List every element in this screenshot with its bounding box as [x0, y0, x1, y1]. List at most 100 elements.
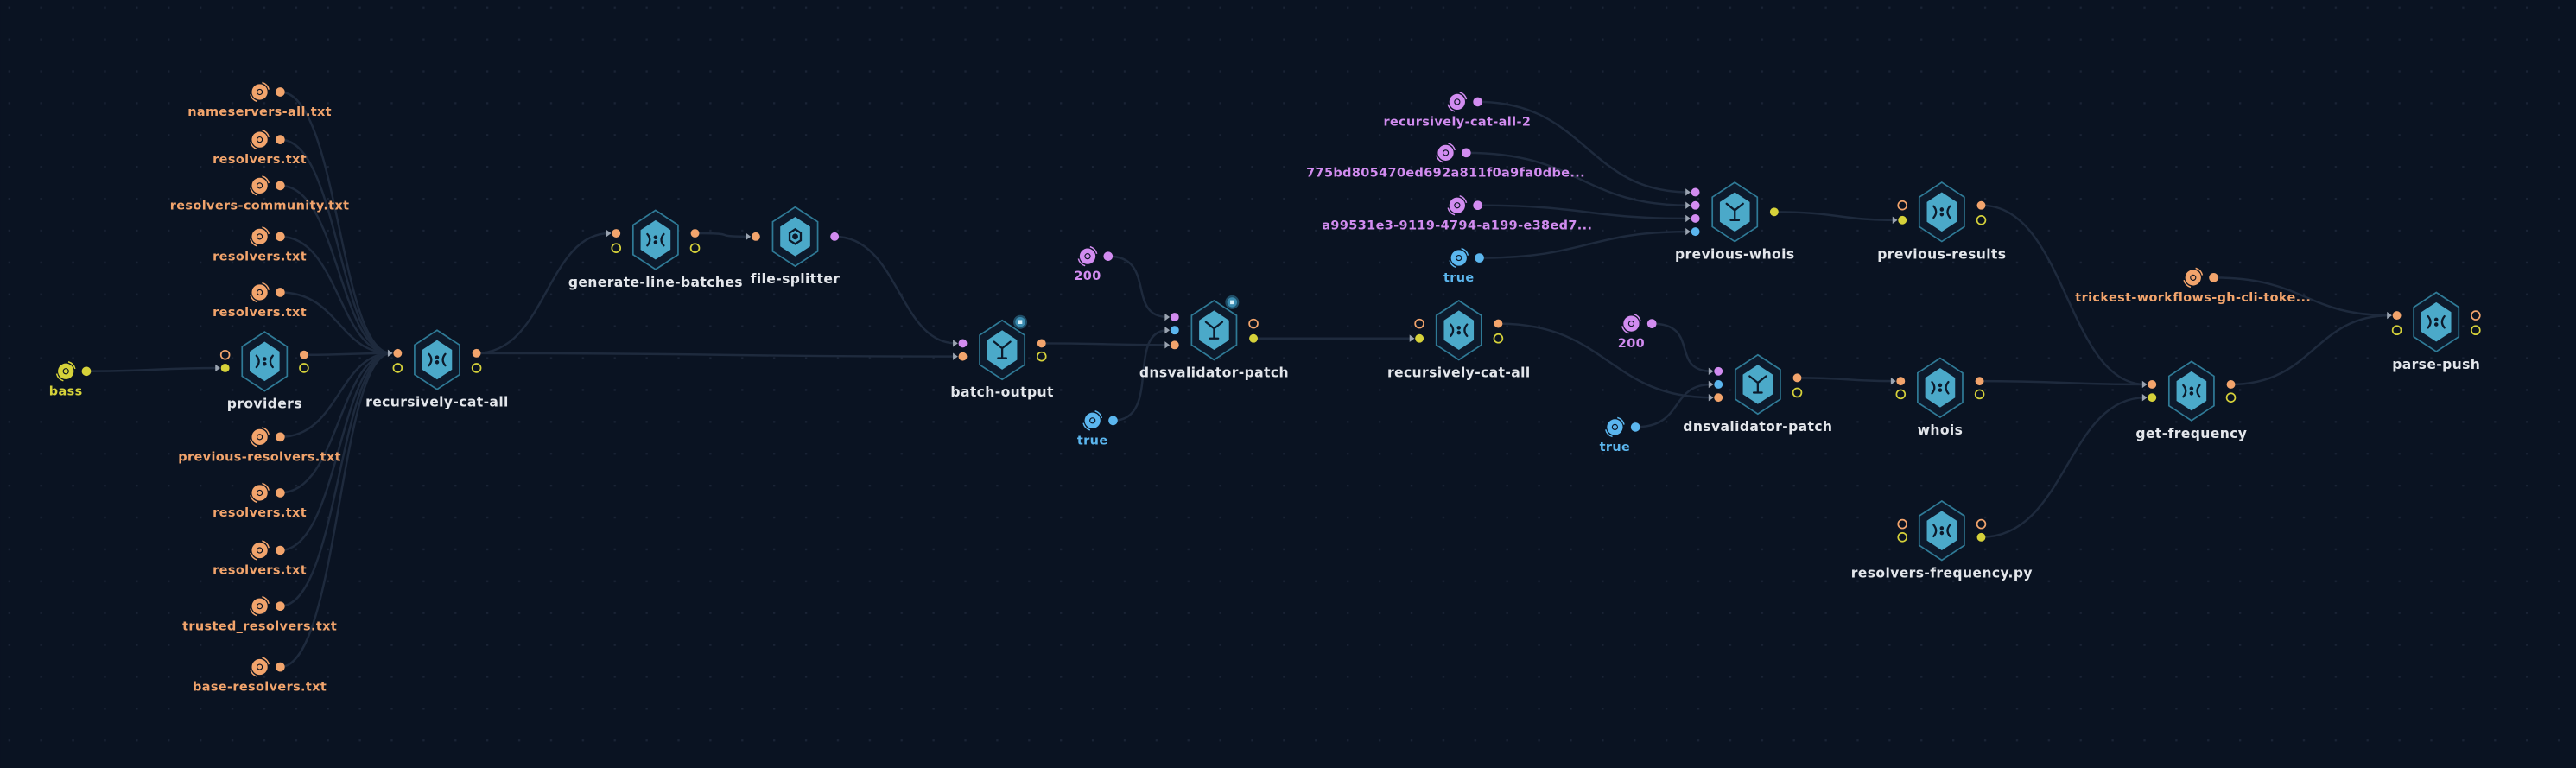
- output-port[interactable]: [1974, 389, 1985, 400]
- node-whois[interactable]: whois: [1890, 357, 1985, 438]
- input-node-previous-resolvers[interactable]: previous-resolvers.txt: [178, 427, 341, 465]
- output-port[interactable]: [1646, 319, 1657, 328]
- input-node-200-b[interactable]: 200: [1618, 313, 1657, 352]
- input-port[interactable]: [958, 339, 968, 348]
- input-port[interactable]: [1898, 215, 1907, 225]
- output-port[interactable]: [1792, 373, 1802, 383]
- node-recursively-cat-all[interactable]: recursively-cat-all: [365, 329, 509, 410]
- output-port[interactable]: [276, 288, 285, 297]
- input-port[interactable]: [1170, 313, 1179, 321]
- input-node-true-a[interactable]: true: [1077, 410, 1118, 448]
- output-port[interactable]: [2209, 273, 2218, 282]
- input-node-resolvers-4[interactable]: resolvers.txt: [213, 482, 307, 520]
- input-port[interactable]: [2391, 325, 2402, 336]
- output-port[interactable]: [2471, 325, 2481, 336]
- input-port[interactable]: [1170, 340, 1179, 350]
- output-port[interactable]: [1494, 319, 1503, 328]
- input-port[interactable]: [2148, 380, 2157, 389]
- node-providers[interactable]: providers: [215, 331, 309, 412]
- node-get-frequency[interactable]: get-frequency: [2135, 360, 2247, 441]
- node-dnsvalidator-patch-b[interactable]: dnsvalidator-patch: [1683, 353, 1832, 435]
- output-port[interactable]: [1475, 253, 1484, 263]
- output-port[interactable]: [276, 662, 285, 672]
- output-port[interactable]: [1769, 207, 1779, 217]
- input-port[interactable]: [958, 352, 968, 361]
- input-node-nameservers-all[interactable]: nameservers-all.txt: [187, 81, 332, 119]
- output-port[interactable]: [1975, 377, 1984, 386]
- output-port[interactable]: [1976, 532, 1986, 542]
- input-node-true-b[interactable]: true: [1443, 247, 1484, 286]
- node-file-splitter[interactable]: file-splitter: [746, 206, 840, 287]
- output-port[interactable]: [1103, 251, 1114, 261]
- node-generate-line-batches[interactable]: generate-line-batches: [568, 209, 743, 290]
- input-port[interactable]: [1691, 227, 1700, 237]
- input-port[interactable]: [1896, 377, 1906, 386]
- input-port[interactable]: [751, 232, 760, 241]
- output-port[interactable]: [1108, 416, 1118, 426]
- input-port[interactable]: [1714, 380, 1723, 389]
- output-port[interactable]: [471, 363, 482, 373]
- output-port[interactable]: [1473, 200, 1482, 211]
- input-port[interactable]: [1415, 333, 1424, 343]
- output-port[interactable]: [276, 181, 285, 191]
- input-node-trusted-resolvers[interactable]: trusted_resolvers.txt: [182, 595, 337, 634]
- input-node-true-c[interactable]: true: [1600, 416, 1640, 454]
- output-port[interactable]: [276, 545, 285, 555]
- output-port[interactable]: [1976, 200, 1986, 210]
- input-port[interactable]: [611, 243, 622, 253]
- output-port[interactable]: [276, 488, 285, 498]
- input-port[interactable]: [2392, 311, 2402, 321]
- input-port[interactable]: [1691, 200, 1700, 210]
- input-port[interactable]: [1714, 393, 1723, 403]
- node-batch-output[interactable]: batch-output: [950, 314, 1054, 401]
- output-port[interactable]: [2225, 392, 2237, 403]
- output-port[interactable]: [299, 350, 308, 359]
- input-port[interactable]: [1714, 366, 1723, 376]
- input-port[interactable]: [392, 363, 403, 373]
- output-port[interactable]: [276, 87, 285, 97]
- input-port[interactable]: [1691, 187, 1700, 197]
- input-port[interactable]: [1170, 326, 1179, 335]
- input-port[interactable]: [612, 229, 621, 238]
- input-port[interactable]: [1895, 389, 1907, 400]
- output-port[interactable]: [276, 601, 285, 612]
- node-dnsvalidator-patch[interactable]: dnsvalidator-patch: [1139, 295, 1289, 381]
- input-node-775bd[interactable]: 775bd805470ed692a811f0a9fa0dbe...: [1306, 143, 1585, 181]
- input-port[interactable]: [219, 349, 231, 360]
- output-port[interactable]: [1461, 148, 1471, 158]
- input-node-bass[interactable]: bass: [49, 361, 92, 399]
- output-port[interactable]: [2471, 310, 2481, 321]
- input-port[interactable]: [1897, 532, 1907, 543]
- output-port[interactable]: [81, 366, 92, 377]
- input-node-resolvers-5[interactable]: resolvers.txt: [213, 540, 307, 578]
- output-port[interactable]: [830, 232, 840, 241]
- node-previous-whois[interactable]: previous-whois: [1675, 181, 1795, 263]
- output-port[interactable]: [1248, 318, 1259, 329]
- input-node-a99531e3[interactable]: a99531e3-9119-4794-a199-e38ed7...: [1322, 194, 1592, 233]
- input-node-200-a[interactable]: 200: [1074, 245, 1114, 284]
- node-resolvers-frequency[interactable]: resolvers-frequency.py: [1851, 499, 2033, 581]
- output-port[interactable]: [276, 232, 285, 242]
- input-port[interactable]: [1414, 318, 1424, 329]
- output-port[interactable]: [2226, 380, 2236, 389]
- output-port[interactable]: [276, 432, 285, 442]
- output-port[interactable]: [1792, 387, 1803, 398]
- output-port[interactable]: [1976, 518, 1987, 530]
- output-port[interactable]: [690, 229, 700, 238]
- input-port[interactable]: [1897, 518, 1907, 530]
- input-node-trickest-token[interactable]: trickest-workflows-gh-cli-toke...: [2075, 267, 2311, 305]
- input-node-base-resolvers[interactable]: base-resolvers.txt: [193, 657, 327, 695]
- output-port[interactable]: [1976, 215, 1987, 225]
- input-port[interactable]: [1691, 213, 1700, 223]
- output-port[interactable]: [689, 243, 701, 253]
- input-node-resolvers-2[interactable]: resolvers.txt: [213, 226, 307, 264]
- input-port[interactable]: [220, 364, 230, 372]
- input-port[interactable]: [2148, 393, 2157, 403]
- input-port[interactable]: [1897, 200, 1907, 211]
- input-port[interactable]: [393, 348, 403, 358]
- output-port[interactable]: [1036, 351, 1047, 362]
- node-recursively-cat-all-b[interactable]: recursively-cat-all: [1387, 299, 1531, 380]
- output-port[interactable]: [1630, 422, 1640, 432]
- input-node-resolvers-1[interactable]: resolvers.txt: [213, 129, 307, 168]
